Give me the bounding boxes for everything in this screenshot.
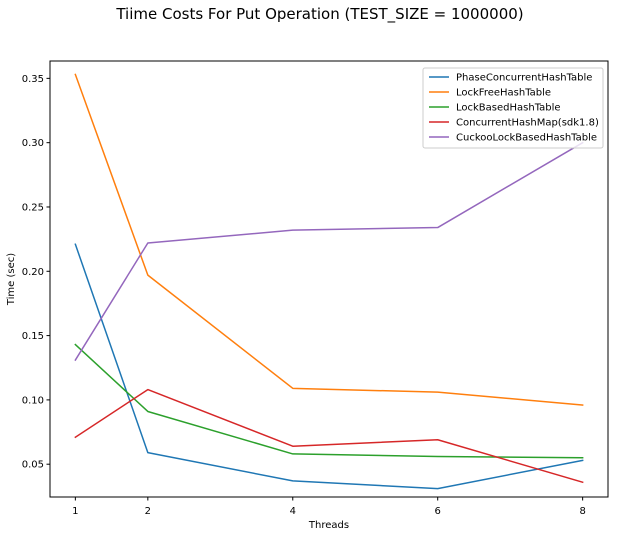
x-tick-label: 4: [290, 506, 296, 517]
x-tick-label: 6: [435, 506, 441, 517]
series-layer: [74, 73, 584, 490]
x-axis-ticks: 1 2 4 6 8: [72, 497, 586, 517]
plot-frame: [49, 60, 609, 498]
plot-area: 1 2 4 6 8 0.05 0.10 0.15 0.20 0.25 0.30 0.35: [22, 60, 609, 517]
y-tick-label: 0.20: [22, 267, 44, 278]
x-tick-label: 2: [145, 506, 151, 517]
series-line-2: [74, 343, 584, 459]
legend-box: [422, 67, 604, 149]
y-tick-label: 0.10: [22, 395, 44, 406]
series-line-1: [74, 73, 584, 406]
series-line-4: [74, 141, 584, 362]
y-tick-label: 0.30: [22, 138, 44, 149]
y-tick-label: 0.15: [22, 331, 44, 342]
y-axis-ticks: 0.05 0.10 0.15 0.20 0.25 0.30 0.35: [22, 74, 50, 471]
legend: PhaseConcurrentHashTable LockFreeHashTabl…: [422, 67, 604, 149]
legend-label-3: ConcurrentHashMap(sdk1.8): [456, 118, 599, 129]
legend-label-1: LockFreeHashTable: [456, 88, 551, 99]
chart-title: Tiime Costs For Put Operation (TEST_SIZE…: [115, 5, 523, 24]
legend-label-4: CuckooLockBasedHashTable: [456, 133, 597, 144]
series-line-0: [74, 243, 584, 490]
x-axis-label: Threads: [308, 520, 349, 531]
y-tick-label: 0.05: [22, 460, 44, 471]
y-tick-label: 0.35: [22, 74, 44, 85]
x-tick-label: 1: [72, 506, 78, 517]
legend-label-2: LockBasedHashTable: [456, 103, 561, 114]
y-axis-label: Time (sec): [6, 253, 17, 306]
x-tick-label: 8: [579, 506, 585, 517]
y-tick-label: 0.25: [22, 202, 44, 213]
legend-label-0: PhaseConcurrentHashTable: [456, 73, 592, 84]
series-line-3: [74, 388, 584, 484]
